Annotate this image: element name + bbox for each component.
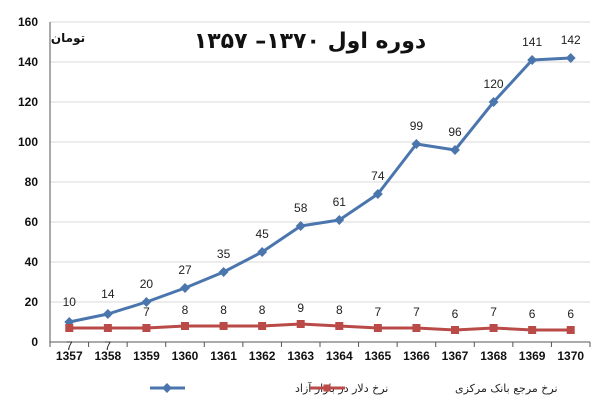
y-tick-label: 60: [25, 215, 39, 229]
series: [64, 53, 576, 334]
data-point: [295, 221, 306, 231]
gridlines: [50, 21, 590, 303]
series-line-0: [68, 56, 571, 324]
x-tick-label: 1359: [133, 349, 160, 363]
y-tick-label: 100: [18, 135, 38, 149]
x-tick-label: 1357: [56, 349, 83, 363]
data-point: [141, 297, 152, 307]
data-point: [489, 324, 498, 332]
data-label: 6: [567, 307, 574, 321]
data-point: [257, 247, 268, 257]
data-label: 6: [529, 307, 536, 321]
data-label: 7: [375, 305, 382, 319]
x-tick-label: 1361: [210, 349, 237, 363]
data-point: [527, 55, 538, 65]
x-tick-label: 1360: [172, 349, 199, 363]
y-tick-label: 140: [18, 55, 38, 69]
data-point: [528, 326, 537, 334]
data-label: 58: [294, 201, 308, 215]
data-point: [296, 320, 305, 328]
legend: نرخ دلار در بازار آزاد نرخ مرجع بانک مرک…: [150, 381, 558, 395]
x-tick-label: 1358: [95, 349, 122, 363]
data-label: 8: [259, 303, 266, 317]
data-point: [65, 324, 74, 332]
data-point: [411, 139, 422, 149]
unit-label: تومان: [51, 31, 85, 46]
y-tick-label: 40: [25, 255, 39, 269]
x-tick-label: 1370: [557, 349, 584, 363]
data-point: [102, 309, 113, 319]
data-labels: 10 14 20 27 35 45 58 61 74 99 96 120 141 142 7 7 7 8 8 8 9 8 7…: [63, 33, 581, 353]
legend-swatch-marker-free-market: [162, 383, 172, 393]
data-label: 14: [101, 287, 115, 301]
data-label: 8: [336, 303, 343, 317]
x-tick-label: 1367: [442, 349, 469, 363]
legend-label-central-bank: نرخ مرجع بانک مرکزی: [455, 382, 558, 395]
data-label: 9: [297, 301, 304, 315]
x-tick-label: 1369: [519, 349, 546, 363]
y-tick-label: 80: [25, 175, 39, 189]
data-label: 27: [178, 263, 192, 277]
data-label: 7: [105, 339, 112, 353]
data-point: [180, 283, 190, 293]
y-tick-label: 0: [31, 335, 38, 349]
data-label: 7: [143, 305, 150, 319]
y-tick-label: 20: [25, 295, 39, 309]
data-point: [451, 326, 459, 334]
data-label: 8: [220, 303, 227, 317]
data-label: 120: [484, 77, 504, 91]
data-point: [103, 324, 112, 332]
x-tick-label: 1362: [249, 349, 276, 363]
data-label: 74: [371, 169, 385, 183]
data-label: 8: [182, 303, 189, 317]
legend-swatch-marker-central-bank: [323, 384, 331, 392]
x-tick-label: 1368: [480, 349, 507, 363]
x-tick-label: 1363: [287, 349, 314, 363]
data-label: 7: [413, 305, 420, 319]
data-point: [142, 324, 151, 332]
x-tick-label: 1365: [365, 349, 392, 363]
data-point: [218, 267, 229, 277]
x-tick-label: 1366: [403, 349, 430, 363]
data-label: 7: [490, 305, 497, 319]
data-label: 20: [140, 277, 154, 291]
data-label: 10: [63, 295, 77, 309]
data-point: [566, 326, 575, 334]
data-label: 96: [448, 125, 462, 139]
y-tick-label: 120: [18, 95, 38, 109]
x-tick-label: 1364: [326, 349, 353, 363]
data-point: [335, 322, 344, 330]
data-point: [372, 189, 383, 199]
data-label: 35: [217, 247, 231, 261]
data-label: 99: [410, 119, 424, 133]
data-label: 61: [333, 195, 347, 209]
chart-title: دوره اول ۱۳۷۰– ۱۳۵۷: [194, 29, 426, 54]
y-axis-ticks: 0 20 40 60 80 100 120 140 160: [18, 15, 38, 349]
data-point: [334, 215, 345, 225]
data-point: [373, 324, 382, 332]
data-label: 141: [522, 35, 542, 49]
data-point: [450, 145, 460, 155]
data-point: [258, 322, 267, 330]
series-line-1: [69, 322, 571, 332]
x-axis-ticks: 1357 1358 1359 1360 1361 1362 1363 1364 1365 1366…: [49, 342, 591, 363]
data-point: [565, 53, 576, 63]
data-label: 6: [452, 307, 459, 321]
data-label: 7: [66, 339, 73, 353]
y-tick-label: 160: [18, 15, 38, 29]
data-point: [219, 322, 228, 330]
data-point: [181, 322, 189, 330]
data-label: 45: [255, 227, 269, 241]
data-point: [412, 324, 421, 332]
data-label: 142: [561, 33, 581, 47]
